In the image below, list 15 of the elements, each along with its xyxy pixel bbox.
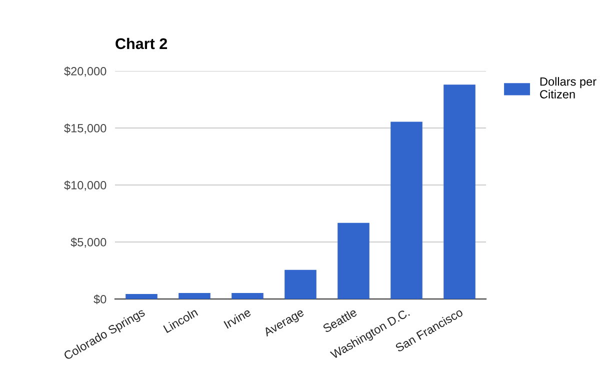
bar xyxy=(178,292,210,299)
x-tick-label: Irvine xyxy=(223,308,252,329)
bar xyxy=(232,292,264,299)
y-tick-label: $0 xyxy=(94,294,106,304)
y-tick-label: $5,000 xyxy=(70,238,106,248)
chart-title: Chart 2 xyxy=(116,38,168,50)
y-tick-label: $15,000 xyxy=(64,124,106,134)
bar xyxy=(284,270,316,299)
bar xyxy=(390,122,422,299)
y-tick-label: $10,000 xyxy=(64,180,106,191)
y-tick-label: $20,000 xyxy=(64,66,106,77)
bar xyxy=(338,222,370,299)
bar xyxy=(126,294,158,299)
bar xyxy=(444,84,476,299)
legend-label: Dollars per Citizen xyxy=(540,77,596,98)
